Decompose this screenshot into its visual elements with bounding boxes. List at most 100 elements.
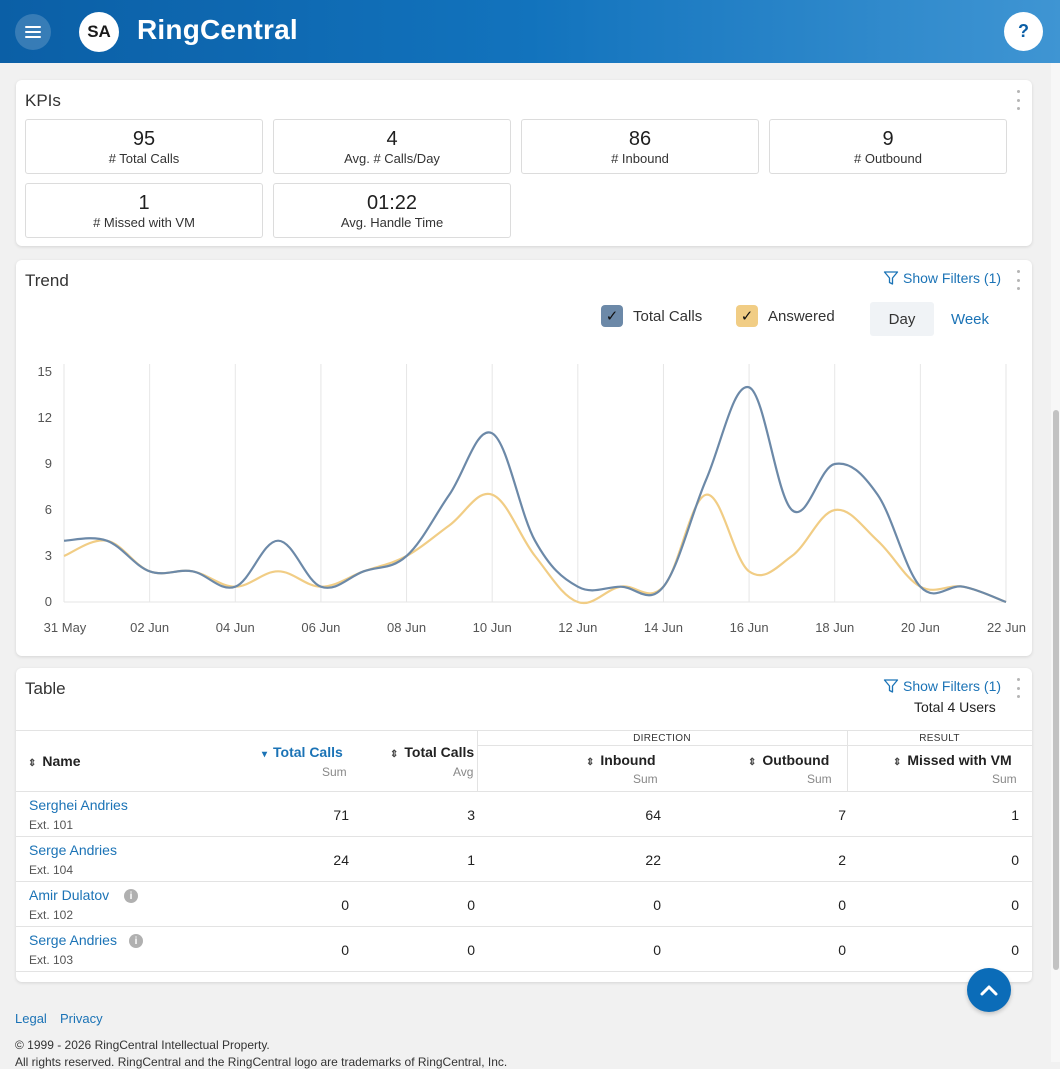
column-sub-label: Sum <box>807 772 832 786</box>
kpi-label: # Inbound <box>611 151 669 166</box>
row-divider <box>16 836 1032 837</box>
trend-chart: 0 3 6 9 12 15 31 May 02 Jun 04 Jun 06 Jun 08 Jun 1… <box>38 364 1026 635</box>
kpi-value: 01:22 <box>366 192 418 214</box>
kpi-outbound: 9 # Outbound <box>769 119 1007 174</box>
total-calls-sum-column-header[interactable]: ▾ Total Calls <box>262 744 343 760</box>
cell-outbound: 0 <box>838 942 846 958</box>
cell-inbound: 22 <box>645 852 661 868</box>
user-name-link[interactable]: Serge Andries <box>29 842 117 858</box>
kpi-label: # Outbound <box>854 151 922 166</box>
app-title: RingCentral <box>137 14 298 45</box>
trend-title: Trend <box>25 271 69 290</box>
scroll-to-top-button[interactable] <box>967 968 1011 1012</box>
cell-total-avg: 0 <box>467 942 475 958</box>
user-name-link[interactable]: Amir Dulatov <box>29 887 110 903</box>
table-row: Serge Andries Ext. 103 i 0 0 0 0 0 <box>16 927 1032 972</box>
cell-missed: 0 <box>1011 897 1019 913</box>
x-tick-label: 22 Jun <box>987 620 1026 635</box>
y-tick-label: 0 <box>45 594 52 609</box>
column-label: Total Calls <box>404 744 475 760</box>
cell-inbound: 0 <box>653 942 661 958</box>
cell-outbound: 2 <box>838 852 846 868</box>
row-divider <box>16 926 1032 927</box>
column-label: Missed with VM <box>907 752 1012 768</box>
user-extension: Ext. 102 <box>29 908 74 922</box>
table-more-icon[interactable] <box>1013 678 1023 698</box>
cell-missed: 1 <box>1011 807 1019 823</box>
copyright-text: © 1999 - 2026 RingCentral Intellectual P… <box>15 1038 270 1052</box>
user-avatar[interactable]: SA <box>79 12 119 52</box>
kpi-value: 9 <box>882 128 894 150</box>
sort-icon: ⇕ <box>748 757 757 768</box>
inbound-column-header[interactable]: ⇕ Inbound <box>586 752 656 768</box>
cell-total-sum: 0 <box>341 942 349 958</box>
table-show-filters-link[interactable]: Show Filters (1) <box>883 678 1001 694</box>
cell-missed: 0 <box>1011 942 1019 958</box>
user-name-link[interactable]: Serghei Andries <box>29 797 128 813</box>
x-tick-label: 20 Jun <box>901 620 940 635</box>
kpi-label: # Missed with VM <box>93 215 195 230</box>
cell-total-avg: 1 <box>467 852 475 868</box>
filter-icon <box>883 271 899 285</box>
hamburger-menu-button[interactable] <box>15 14 51 50</box>
show-filters-label: Show Filters (1) <box>903 678 1002 694</box>
cell-missed: 0 <box>1011 852 1019 868</box>
x-tick-label: 18 Jun <box>815 620 854 635</box>
week-toggle-button[interactable]: Week <box>950 310 990 328</box>
kpi-value: 1 <box>138 192 150 214</box>
kpi-missed-with-vm: 1 # Missed with VM <box>25 183 263 238</box>
trend-show-filters-link[interactable]: Show Filters (1) <box>883 270 1001 286</box>
total-calls-avg-column-header[interactable]: ⇕ Total Calls <box>390 744 474 760</box>
trend-card: Trend Show Filters (1) ✓ Total Calls ✓ A… <box>16 260 1032 656</box>
cell-total-sum: 24 <box>333 852 349 868</box>
row-divider <box>16 971 1032 972</box>
name-column-header[interactable]: ⇕ Name <box>28 753 81 769</box>
x-tick-label: 02 Jun <box>130 620 169 635</box>
trend-more-icon[interactable] <box>1013 270 1023 290</box>
legal-link[interactable]: Legal <box>15 1011 47 1026</box>
sort-icon: ⇕ <box>390 749 399 760</box>
outbound-column-header[interactable]: ⇕ Outbound <box>748 752 829 768</box>
info-icon[interactable]: i <box>129 934 143 948</box>
table-row: Serge Andries Ext. 104 24 1 22 2 0 <box>16 837 1032 882</box>
kpi-card: KPIs 95 # Total Calls 4 Avg. # Calls/Day… <box>16 80 1032 246</box>
privacy-link[interactable]: Privacy <box>60 1011 103 1026</box>
kpi-title: KPIs <box>25 91 61 110</box>
y-tick-label: 3 <box>45 548 52 563</box>
cell-total-avg: 3 <box>467 807 475 823</box>
series-line-total-calls <box>63 386 1007 604</box>
total-users-count: Total 4 Users <box>914 699 996 715</box>
x-tick-label: 31 May <box>44 620 87 635</box>
page-scrollbar-thumb[interactable] <box>1053 410 1059 970</box>
sort-icon: ⇕ <box>893 757 902 768</box>
filter-icon <box>883 679 899 693</box>
table-header-top-border <box>16 730 1032 731</box>
help-button[interactable]: ? <box>1004 12 1043 51</box>
column-label: Total Calls <box>273 744 343 760</box>
column-sub-label: Avg <box>453 765 474 779</box>
top-bar: SA RingCentral ? <box>0 0 1060 63</box>
kpi-label: # Total Calls <box>108 151 180 166</box>
legend-total-calls-toggle[interactable]: ✓ Total Calls <box>601 305 702 327</box>
x-tick-label: 14 Jun <box>644 620 683 635</box>
table-title: Table <box>25 679 66 698</box>
user-name-link[interactable]: Serge Andries <box>29 932 117 948</box>
checkbox-checked-icon[interactable]: ✓ <box>601 305 623 327</box>
kpi-label: Avg. Handle Time <box>340 215 444 230</box>
cell-outbound: 7 <box>838 807 846 823</box>
kpi-total-calls: 95 # Total Calls <box>25 119 263 174</box>
checkbox-checked-icon[interactable]: ✓ <box>736 305 758 327</box>
kpi-avg-handle-time: 01:22 Avg. Handle Time <box>273 183 511 238</box>
info-icon[interactable]: i <box>124 889 138 903</box>
legend-answered-toggle[interactable]: ✓ Answered <box>736 305 835 327</box>
x-tick-label: 06 Jun <box>301 620 340 635</box>
x-tick-label: 10 Jun <box>473 620 512 635</box>
missed-with-vm-column-header[interactable]: ⇕ Missed with VM <box>893 752 1012 768</box>
column-sub-label: Sum <box>992 772 1017 786</box>
kpi-more-icon[interactable] <box>1013 90 1023 110</box>
x-tick-label: 12 Jun <box>558 620 597 635</box>
day-toggle-button[interactable]: Day <box>870 302 934 336</box>
kpi-inbound: 86 # Inbound <box>521 119 759 174</box>
legend-label: Total Calls <box>633 307 703 325</box>
table-row: Amir Dulatov Ext. 102 i 0 0 0 0 0 <box>16 882 1032 927</box>
